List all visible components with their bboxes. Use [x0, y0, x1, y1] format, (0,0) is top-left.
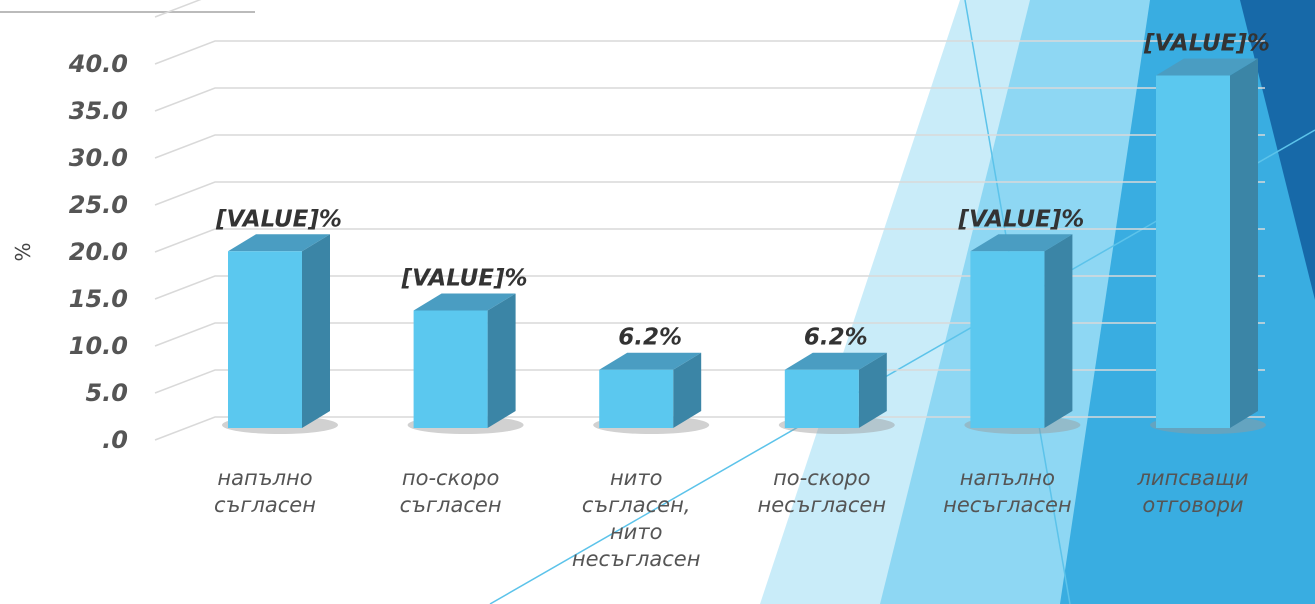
bar-top: [1156, 58, 1258, 76]
bar: [599, 369, 674, 428]
grid-line: [154, 369, 1265, 394]
y-tick-label: 20.0: [69, 238, 128, 266]
grid-line: [154, 275, 1265, 300]
bar: [413, 310, 488, 428]
grid-line: [154, 181, 1265, 206]
x-tick-label: напълно несъгласен: [943, 466, 1072, 517]
bar-side: [302, 234, 330, 428]
y-tick-label: 35.0: [69, 97, 128, 125]
value-label: [VALUE]%: [215, 206, 342, 232]
bar-side: [1230, 58, 1258, 428]
y-tick-label: 15.0: [69, 285, 128, 313]
y-tick-label: 5.0: [85, 379, 128, 407]
bar-side: [1044, 234, 1073, 428]
grid-line: [154, 40, 1265, 65]
y-tick-label: 25.0: [69, 191, 128, 219]
bar: [784, 369, 859, 428]
y-tick-label: 30.0: [69, 144, 128, 172]
grid-line: [154, 87, 1265, 112]
bar-top: [599, 352, 702, 370]
value-label: [VALUE]%: [1143, 31, 1270, 57]
x-tick-label: напълно съгласен: [214, 466, 316, 517]
grid-line: [154, 134, 1265, 159]
bar: [228, 251, 302, 428]
bar-top: [970, 234, 1073, 252]
grid-line: [154, 416, 1265, 441]
value-label: 6.2%: [804, 325, 868, 351]
x-tick-label: нито съгласен, нито несъгласен: [571, 466, 701, 571]
value-label: [VALUE]%: [957, 206, 1084, 232]
bar-side: [858, 352, 887, 428]
grid-line: [154, 228, 1265, 253]
y-tick-label: 10.0: [69, 332, 128, 360]
x-tick-label: липсващи отговори: [1137, 466, 1249, 517]
bar: [970, 251, 1045, 428]
x-tick-label: по-скоро несъгласен: [757, 466, 887, 517]
bar-top: [784, 352, 887, 370]
bar-top: [413, 293, 516, 311]
bar-side: [487, 293, 516, 428]
grid-line: [154, 322, 1265, 347]
y-tick-label: .0: [102, 426, 128, 454]
plot-top-line: [154, 0, 202, 18]
bar-top: [228, 234, 330, 252]
value-label: 6.2%: [618, 325, 682, 351]
x-tick-label: по-скоро съгласен: [399, 466, 502, 517]
bar: [1156, 75, 1230, 428]
y-tick-label: 40.0: [68, 50, 128, 78]
y-axis-title: %: [11, 242, 35, 261]
value-label: [VALUE]%: [401, 266, 528, 292]
deco-shape: [1240, 0, 1315, 300]
bar-side: [673, 352, 702, 428]
